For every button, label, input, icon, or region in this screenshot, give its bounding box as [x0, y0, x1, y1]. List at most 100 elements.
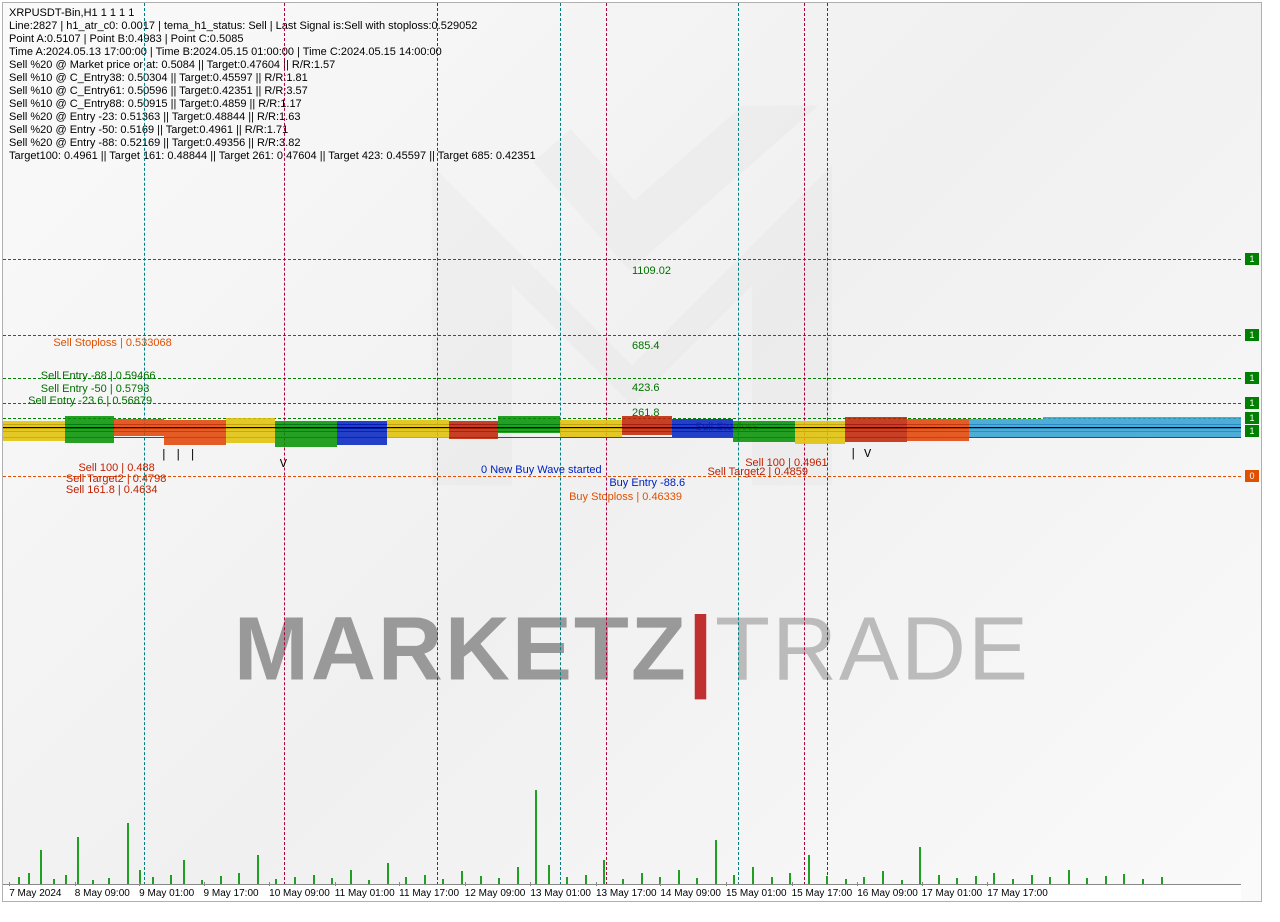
price-segment	[337, 421, 387, 445]
level-line	[3, 403, 1241, 404]
price-segment	[560, 420, 622, 437]
price-segment	[164, 420, 226, 445]
info-panel: XRPUSDT-Bin,H1 1 1 1 1 Line:2827 | h1_at…	[9, 7, 536, 163]
info-line: Sell %10 @ C_Entry61: 0.50596 || Target:…	[9, 85, 536, 98]
fib-label: 1109.02	[632, 265, 671, 277]
x-tick: 10 May 09:00	[269, 888, 330, 899]
level-badge: 1	[1245, 412, 1259, 424]
price-segment	[672, 419, 734, 436]
x-tick: 9 May 17:00	[204, 888, 259, 899]
price-series	[3, 416, 1241, 443]
level-line	[3, 378, 1241, 379]
chart-area[interactable]: MARKETZ|TRADE XRPUSDT-Bin,H1 1 1 1 1 Lin…	[2, 2, 1262, 902]
symbol-title: XRPUSDT-Bin,H1 1 1 1 1	[9, 7, 536, 20]
x-tick: 13 May 01:00	[530, 888, 591, 899]
time-line	[144, 3, 145, 885]
volume-bar	[808, 855, 810, 885]
price-segment	[907, 419, 969, 441]
price-segment	[449, 421, 499, 439]
level-badge: 1	[1245, 425, 1259, 437]
price-segment	[845, 417, 907, 442]
time-line	[560, 3, 561, 885]
volume-bar	[183, 860, 185, 885]
info-line: Sell %10 @ C_Entry38: 0.50304 || Target:…	[9, 72, 536, 85]
x-tick: 11 May 01:00	[335, 888, 395, 899]
volume-bar	[715, 840, 717, 885]
info-line: Sell %20 @ Market price or at: 0.5084 ||…	[9, 59, 536, 72]
chart-annotation: Buy Stoploss | 0.46339	[569, 491, 682, 503]
volume-bar	[517, 867, 519, 885]
info-line: Sell %10 @ C_Entry88: 0.50915 || Target:…	[9, 98, 536, 111]
volume-bar	[678, 870, 680, 885]
x-tick: 12 May 09:00	[465, 888, 526, 899]
arrow-mark: | V	[850, 447, 872, 461]
watermark-divider: |	[688, 598, 715, 701]
price-segment	[795, 421, 845, 444]
info-line: Time A:2024.05.13 17:00:00 | Time B:2024…	[9, 46, 536, 59]
volume-bar	[40, 850, 42, 885]
arrow-mark: V	[280, 457, 287, 471]
volume-bar	[882, 871, 884, 885]
chart-annotation: Sell Entry -88 | 0.59466	[41, 370, 156, 382]
level-badge: 1	[1245, 253, 1259, 265]
volume-bar	[77, 837, 79, 885]
info-line: Sell %20 @ Entry -23: 0.51363 || Target:…	[9, 111, 536, 124]
fib-label: 685.4	[632, 340, 660, 352]
level-line	[3, 335, 1241, 336]
info-line: Line:2827 | h1_atr_c0: 0.0017 | tema_h1_…	[9, 20, 536, 33]
watermark-suffix: TRADE	[715, 599, 1030, 699]
time-line	[606, 3, 607, 885]
chart-annotation: Sell 100 | 0.4961	[745, 457, 827, 469]
info-line: Sell %20 @ Entry -88: 0.52169 || Target:…	[9, 137, 536, 150]
price-segment	[733, 421, 795, 443]
volume-bar	[919, 847, 921, 885]
price-segment	[226, 418, 276, 443]
chart-annotation: Sell Entry -23.6 | 0.56879	[28, 395, 152, 407]
level-badge: 1	[1245, 397, 1259, 409]
level-badge: 1	[1245, 329, 1259, 341]
watermark-brand: MARKETZ	[234, 599, 688, 699]
price-segment	[3, 421, 65, 441]
price-segment	[498, 416, 560, 433]
x-tick: 16 May 09:00	[857, 888, 918, 899]
time-line	[738, 3, 739, 885]
price-segment	[622, 416, 672, 434]
x-tick: 15 May 17:00	[792, 888, 853, 899]
price-segment	[969, 419, 1043, 438]
volume-panel	[3, 765, 1241, 885]
chart-annotation: Sell Entry -50 | 0.5793	[41, 383, 150, 395]
volume-bar	[127, 823, 129, 885]
x-tick: 15 May 01:00	[726, 888, 787, 899]
fib-label: 423.6	[632, 382, 660, 394]
level-badge: 1	[1245, 372, 1259, 384]
x-tick: 14 May 09:00	[660, 888, 721, 899]
x-tick: 7 May 2024	[9, 888, 61, 899]
level-badge: 0	[1245, 470, 1259, 482]
info-line: Sell %20 @ Entry -50: 0.5169 || Target:0…	[9, 124, 536, 137]
time-line	[437, 3, 438, 885]
x-tick: 13 May 17:00	[596, 888, 657, 899]
volume-bar	[752, 867, 754, 885]
level-line	[3, 259, 1241, 260]
chart-annotation: Sell 161.8 | 0.4634	[66, 484, 158, 496]
price-segment	[387, 420, 449, 438]
x-tick: 8 May 09:00	[75, 888, 130, 899]
chart-annotation: Buy Entry -88.6	[609, 477, 685, 489]
arrow-mark: | | |	[160, 448, 196, 462]
x-tick: 11 May 17:00	[399, 888, 459, 899]
volume-bar	[1068, 870, 1070, 885]
volume-bar	[603, 860, 605, 885]
volume-bar	[548, 865, 550, 885]
volume-bar	[350, 870, 352, 885]
x-tick: 9 May 01:00	[139, 888, 194, 899]
chart-annotation: 0 New Buy Wave started	[481, 464, 602, 476]
watermark-text: MARKETZ|TRADE	[234, 598, 1030, 701]
price-segment	[275, 421, 337, 447]
volume-bar	[387, 863, 389, 885]
x-tick: 17 May 17:00	[987, 888, 1048, 899]
volume-bar	[535, 790, 537, 885]
chart-annotation: Sell Stoploss | 0.533068	[53, 337, 171, 349]
chart-annotation: Sell Target2 | 0.4798	[66, 473, 167, 485]
price-segment	[65, 416, 115, 443]
volume-bar	[461, 871, 463, 885]
